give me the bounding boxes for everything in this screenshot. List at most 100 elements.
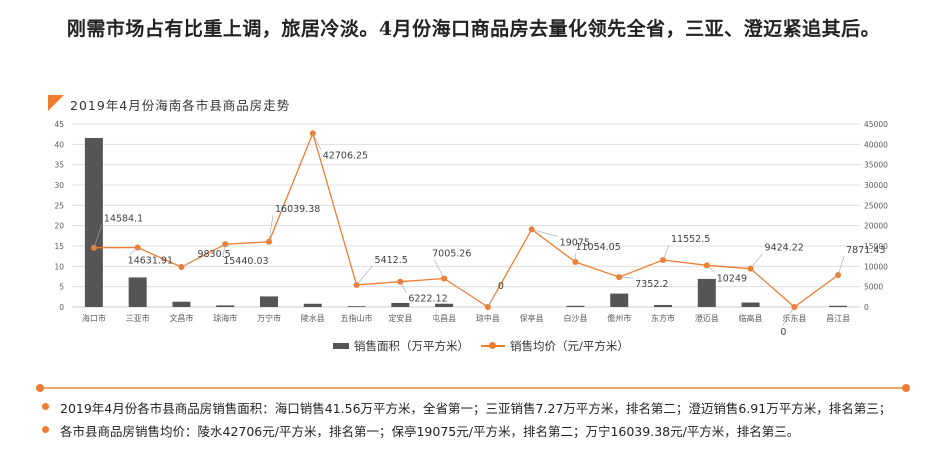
y-right-tick-label: 25000 [864, 201, 888, 210]
divider-dot-right [902, 384, 910, 392]
label-leader-line [782, 306, 795, 327]
price-data-label: 19075 [560, 237, 590, 248]
label-leader-line [837, 255, 845, 276]
chart-legend: 销售面积（万平方米） 销售均价（元/平方米） [0, 338, 947, 354]
price-data-label: 9424.22 [765, 243, 804, 254]
title-triangle-icon [48, 95, 64, 111]
y-left-tick-label: 10 [54, 262, 64, 271]
price-data-label: 11552.5 [671, 234, 710, 245]
y-right-tick-label: 5000 [864, 283, 883, 292]
legend-item-area: 销售面积（万平方米） [333, 338, 469, 354]
bar [610, 293, 629, 307]
y-right-tick-label: 35000 [864, 161, 888, 170]
label-leader-line [181, 259, 196, 268]
section-divider [40, 387, 906, 389]
label-leader-line [706, 265, 715, 273]
price-data-label: 11054.05 [575, 242, 620, 253]
label-leader-line [433, 259, 445, 279]
price-data-label: 42706.25 [323, 150, 368, 161]
label-leader-line [750, 253, 763, 269]
y-left-tick-label: 15 [54, 242, 64, 251]
bar [829, 305, 848, 307]
price-data-label: 7005.26 [432, 249, 471, 260]
label-leader-line [129, 247, 138, 255]
x-tick-label: 定安县 [388, 313, 412, 323]
page-headline: 刚需市场占有比重上调，旅居冷淡。4月份海口商品房去量化领先全省，三亚、澄迈紧追其… [66, 18, 881, 40]
bar [172, 301, 191, 307]
y-left-tick-label: 0 [59, 303, 64, 312]
price-data-label: 6222.12 [408, 294, 447, 305]
y-left-tick-label: 30 [54, 181, 64, 190]
bar [697, 278, 716, 307]
x-tick-label: 琼中县 [476, 313, 500, 323]
y-right-tick-label: 15000 [864, 242, 888, 251]
y-right-tick-label: 10000 [864, 262, 888, 271]
y-left-tick-label: 35 [54, 161, 64, 170]
label-leader-line [93, 224, 103, 248]
bar [128, 277, 147, 307]
y-left-tick-label: 40 [54, 140, 64, 149]
y-left-tick-label: 20 [54, 222, 64, 231]
bar [216, 305, 235, 307]
legend-item-price: 销售均价（元/平方米） [481, 338, 629, 354]
x-tick-label: 三亚市 [126, 313, 150, 323]
legend-label-area: 销售面积（万平方米） [354, 339, 469, 353]
legend-bar-swatch [333, 343, 349, 349]
y-right-tick-label: 40000 [864, 140, 888, 149]
bar [435, 303, 454, 307]
x-tick-label: 陵水县 [301, 313, 325, 323]
x-tick-label: 临高县 [739, 313, 763, 323]
label-leader-line [400, 281, 407, 293]
y-right-tick-label: 45000 [864, 120, 888, 129]
bar [303, 303, 322, 307]
chart-title: 2019年4月份海南各市县商品房走势 [70, 98, 291, 113]
y-left-tick-label: 25 [54, 201, 64, 210]
legend-line-swatch [481, 341, 505, 351]
label-leader-line [487, 291, 497, 308]
y-right-tick-label: 0 [864, 303, 869, 312]
price-data-label: 5412.5 [375, 255, 408, 266]
y-right-tick-label: 20000 [864, 222, 888, 231]
y-left-tick-label: 5 [59, 283, 64, 292]
price-data-label: 0 [498, 281, 504, 292]
bar [391, 302, 410, 307]
bar [347, 306, 366, 307]
price-data-label: 9830.5 [197, 249, 230, 260]
note-bullet-1 [42, 403, 49, 410]
x-tick-label: 澄迈县 [695, 313, 719, 323]
price-data-label: 15440.03 [223, 256, 268, 267]
x-tick-label: 琼海市 [213, 313, 237, 323]
x-tick-label: 儋州市 [607, 313, 631, 323]
bar [741, 302, 760, 307]
y-right-tick-label: 30000 [864, 181, 888, 190]
bar [654, 304, 672, 307]
x-tick-label: 屯昌县 [432, 313, 456, 323]
price-data-label: 16039.38 [275, 204, 320, 215]
x-tick-label: 保亭县 [520, 313, 544, 323]
x-tick-label: 万宁市 [257, 313, 281, 323]
x-tick-label: 东方市 [651, 313, 675, 323]
legend-label-price: 销售均价（元/平方米） [510, 339, 629, 353]
price-data-label: 10249 [717, 273, 747, 284]
note-sales-area: 2019年4月份各市县商品房销售面积：海口销售41.56万平方米，全省第一；三亚… [60, 401, 892, 416]
price-data-label: 7871.43 [846, 245, 885, 256]
x-tick-label: 昌江县 [826, 314, 850, 323]
label-leader-line [662, 244, 670, 261]
x-tick-label: 海口市 [82, 313, 106, 323]
chart: 0 5 10 15 20 25 30 35 40 45 0 5000 10000 15000 20000 25… [54, 120, 888, 338]
label-leader-line [531, 229, 558, 237]
label-leader-line [356, 265, 373, 286]
x-tick-label: 白沙县 [563, 313, 587, 323]
label-leader-line [222, 244, 226, 256]
price-data-label: 0 [780, 327, 786, 338]
price-data-label: 7352.2 [635, 279, 668, 290]
price-data-label: 14584.1 [104, 214, 143, 225]
bar [566, 305, 585, 307]
label-leader-line [312, 133, 322, 150]
price-line [93, 131, 839, 308]
price-data-label: 14631.91 [128, 255, 173, 266]
label-leader-line [619, 276, 634, 279]
x-tick-label: 文昌市 [169, 313, 193, 323]
bar [260, 296, 278, 307]
x-tick-label: 五指山市 [341, 313, 373, 323]
